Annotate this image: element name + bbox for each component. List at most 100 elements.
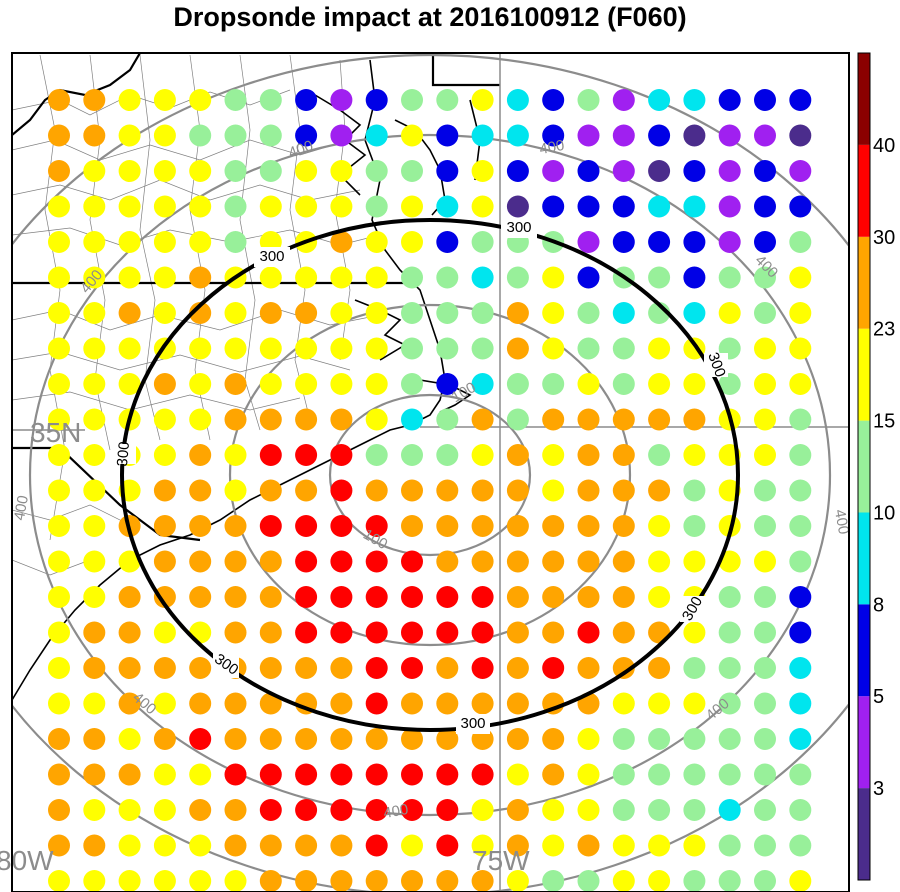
impact-dot xyxy=(612,444,635,466)
impact-dot xyxy=(577,870,600,892)
impact-dot xyxy=(365,302,388,324)
impact-dot xyxy=(401,728,423,750)
impact-dot xyxy=(224,231,247,253)
impact-dot xyxy=(718,160,741,182)
impact-dot xyxy=(295,266,318,289)
impact-dot xyxy=(365,231,388,253)
impact-dot xyxy=(401,195,423,218)
impact-dot xyxy=(683,266,706,289)
impact-dot xyxy=(295,834,318,857)
impact-dot xyxy=(577,515,600,537)
impact-dot xyxy=(789,550,812,573)
impact-dot xyxy=(259,195,282,218)
impact-dot xyxy=(224,444,247,466)
impact-dot xyxy=(506,550,529,573)
impact-dot xyxy=(436,479,459,502)
impact-dot xyxy=(754,302,776,324)
impact-dot xyxy=(506,621,529,644)
impact-dot xyxy=(648,337,671,360)
impact-dot xyxy=(542,834,565,857)
impact-dot xyxy=(718,231,741,253)
impact-dot xyxy=(506,799,529,821)
impact-dot xyxy=(330,728,353,750)
impact-dot xyxy=(295,657,318,679)
impact-dot xyxy=(754,337,776,360)
impact-dot xyxy=(365,160,388,182)
impact-dot xyxy=(577,444,600,466)
impact-dot xyxy=(577,550,600,573)
impact-dot xyxy=(789,302,812,324)
impact-dot xyxy=(259,444,282,466)
impact-dot xyxy=(436,444,459,466)
impact-dot xyxy=(295,870,318,892)
impact-dot xyxy=(83,657,106,679)
impact-dot xyxy=(718,728,741,750)
impact-dot xyxy=(542,195,565,218)
impact-dot xyxy=(754,870,776,892)
impact-dot xyxy=(789,834,812,857)
impact-dot xyxy=(48,231,70,253)
impact-dot xyxy=(330,692,353,715)
ring-label-400: 400 xyxy=(382,801,410,822)
impact-dot xyxy=(259,408,282,431)
impact-dot xyxy=(683,834,706,857)
impact-dot xyxy=(648,373,671,395)
impact-dot xyxy=(330,373,353,395)
impact-dot xyxy=(471,550,494,573)
impact-dot xyxy=(48,373,70,395)
impact-dot xyxy=(401,89,423,111)
impact-dot xyxy=(754,586,776,608)
impact-dot xyxy=(259,479,282,502)
impact-dot xyxy=(83,231,106,253)
impact-dot xyxy=(506,408,529,431)
impact-dot xyxy=(83,124,106,147)
impact-dot xyxy=(789,870,812,892)
impact-dot xyxy=(471,621,494,644)
impact-dot xyxy=(754,550,776,573)
impact-dot xyxy=(189,657,212,679)
impact-dot xyxy=(83,408,106,431)
colorbar-frame xyxy=(857,52,871,881)
impact-dot xyxy=(365,89,388,111)
map-title: Dropsonde impact at 2016100912 (F060) xyxy=(173,2,687,32)
impact-dot xyxy=(471,89,494,111)
impact-dot xyxy=(330,586,353,608)
impact-dot xyxy=(189,834,212,857)
impact-dot xyxy=(542,586,565,608)
impact-dot xyxy=(506,337,529,360)
impact-dot xyxy=(189,728,212,750)
range-ring-300 xyxy=(120,218,740,732)
impact-dot xyxy=(506,479,529,502)
impact-dot xyxy=(577,89,600,111)
impact-dot xyxy=(648,195,671,218)
impact-dot xyxy=(648,444,671,466)
impact-dot xyxy=(542,444,565,466)
impact-dot xyxy=(153,870,176,892)
impact-dot xyxy=(224,763,247,786)
impact-dot xyxy=(471,799,494,821)
impact-dot xyxy=(189,586,212,608)
impact-dot xyxy=(648,870,671,892)
impact-dot xyxy=(648,586,671,608)
lon-label-80w: 80W xyxy=(0,845,54,876)
svg-text:300: 300 xyxy=(259,248,284,265)
impact-dot xyxy=(189,479,212,502)
impact-dot xyxy=(648,728,671,750)
impact-dot xyxy=(754,444,776,466)
impact-dot xyxy=(224,692,247,715)
impact-dot xyxy=(754,408,776,431)
impact-dot xyxy=(577,160,600,182)
impact-dot xyxy=(436,657,459,679)
impact-dot xyxy=(789,763,812,786)
dropsonde-impact-dots xyxy=(48,89,812,892)
impact-dot xyxy=(153,657,176,679)
impact-dot xyxy=(542,799,565,821)
impact-dot xyxy=(471,870,494,892)
impact-dot xyxy=(718,373,741,395)
impact-dot xyxy=(118,266,141,289)
impact-dot xyxy=(295,621,318,644)
impact-dot xyxy=(612,586,635,608)
impact-dot xyxy=(506,870,529,892)
impact-dot xyxy=(365,266,388,289)
lon-label-75w: 75W xyxy=(472,845,530,876)
